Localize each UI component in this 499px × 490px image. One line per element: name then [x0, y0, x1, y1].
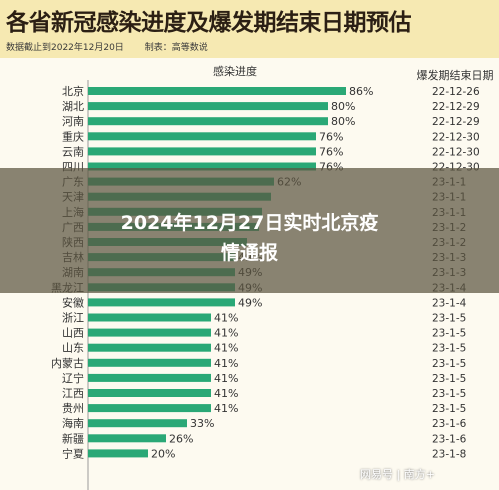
- source-note: 制表：高等数说: [144, 43, 208, 53]
- province-label: 海南: [62, 416, 84, 430]
- province-label: 宁夏: [62, 446, 84, 460]
- province-label: 新疆: [62, 431, 84, 445]
- province-label: 山西: [62, 327, 84, 340]
- progress-bar: [88, 449, 148, 458]
- progress-bar: [88, 343, 211, 352]
- progress-bar: [88, 389, 211, 397]
- progress-bar: [88, 298, 235, 307]
- progress-value-label: 80%: [331, 100, 355, 113]
- data-date-note: 数据截止到2022年12月20日: [6, 43, 124, 53]
- progress-value-label: 20%: [151, 447, 175, 460]
- progress-bar: [88, 87, 346, 95]
- end-date-label: 22-12-29: [432, 116, 480, 128]
- province-label: 辽宁: [62, 371, 84, 385]
- progress-bar: [88, 328, 211, 337]
- progress-bar: [88, 358, 211, 367]
- progress-column-header: 感染进度: [213, 64, 257, 78]
- end-date-label: 23-1-5: [432, 403, 466, 415]
- province-label: 山东: [62, 342, 84, 355]
- end-date-label: 23-1-5: [432, 328, 466, 340]
- progress-value-label: 41%: [214, 402, 238, 415]
- end-date-label: 22-12-30: [432, 131, 480, 143]
- end-date-label: 23-1-5: [432, 313, 466, 325]
- progress-bar: [88, 313, 211, 322]
- chart-subtitle: 数据截止到2022年12月20日 制表：高等数说: [6, 40, 226, 53]
- end-date-label: 23-1-5: [432, 373, 466, 385]
- progress-value-label: 76%: [319, 130, 343, 143]
- progress-value-label: 41%: [214, 342, 238, 355]
- progress-bar: [88, 117, 328, 126]
- progress-value-label: 26%: [169, 432, 193, 445]
- province-label: 重庆: [62, 129, 84, 143]
- province-label: 安徽: [62, 295, 84, 309]
- progress-bar: [88, 434, 166, 443]
- province-label: 江西: [62, 387, 84, 400]
- progress-value-label: 33%: [190, 417, 214, 430]
- headline-line-1: 2024年12月27日实时北京疫: [120, 212, 379, 234]
- end-date-label: 22-12-26: [432, 86, 480, 98]
- progress-bar: [88, 147, 316, 156]
- progress-value-label: 41%: [214, 357, 238, 370]
- progress-value-label: 86%: [349, 85, 373, 98]
- news-headline[interactable]: 2024年12月27日实时北京疫 情通报: [0, 208, 499, 268]
- end-date-label: 23-1-5: [432, 343, 466, 355]
- province-label: 贵州: [62, 402, 84, 415]
- progress-value-label: 41%: [214, 372, 238, 385]
- progress-bar: [88, 162, 316, 171]
- end-date-label: 23-1-6: [432, 433, 467, 445]
- province-label: 云南: [62, 145, 84, 158]
- end-date-label: 22-12-29: [432, 101, 480, 113]
- progress-value-label: 76%: [319, 145, 343, 158]
- progress-value-label: 41%: [214, 387, 238, 400]
- progress-value-label: 49%: [238, 296, 262, 309]
- province-label: 湖北: [62, 100, 84, 113]
- end-date-label: 23-1-4: [432, 297, 467, 309]
- province-label: 内蒙古: [51, 356, 84, 370]
- progress-value-label: 41%: [214, 312, 238, 325]
- province-label: 河南: [62, 115, 84, 128]
- headline-line-2: 情通报: [220, 242, 278, 264]
- source-watermark: 网易号 | 南方+: [360, 468, 435, 481]
- progress-bar: [88, 102, 328, 111]
- progress-value-label: 80%: [331, 115, 355, 128]
- progress-bar: [88, 404, 211, 413]
- province-label: 北京: [62, 84, 84, 98]
- province-label: 浙江: [62, 312, 84, 325]
- end-date-label: 23-1-6: [432, 418, 467, 430]
- progress-bar: [88, 419, 187, 428]
- chart-title: 各省新冠感染进度及爆发期结束日期预估: [6, 10, 412, 36]
- end-date-label: 23-1-8: [432, 448, 466, 460]
- progress-bar: [88, 373, 211, 382]
- progress-bar: [88, 132, 316, 141]
- end-date-label: 22-12-30: [432, 146, 480, 158]
- news-banner-overlay: [0, 168, 499, 293]
- progress-value-label: 41%: [214, 327, 238, 340]
- end-date-label: 23-1-5: [432, 388, 466, 400]
- end-date-label: 23-1-5: [432, 358, 466, 370]
- end-date-column-header: 爆发期结束日期: [417, 68, 494, 82]
